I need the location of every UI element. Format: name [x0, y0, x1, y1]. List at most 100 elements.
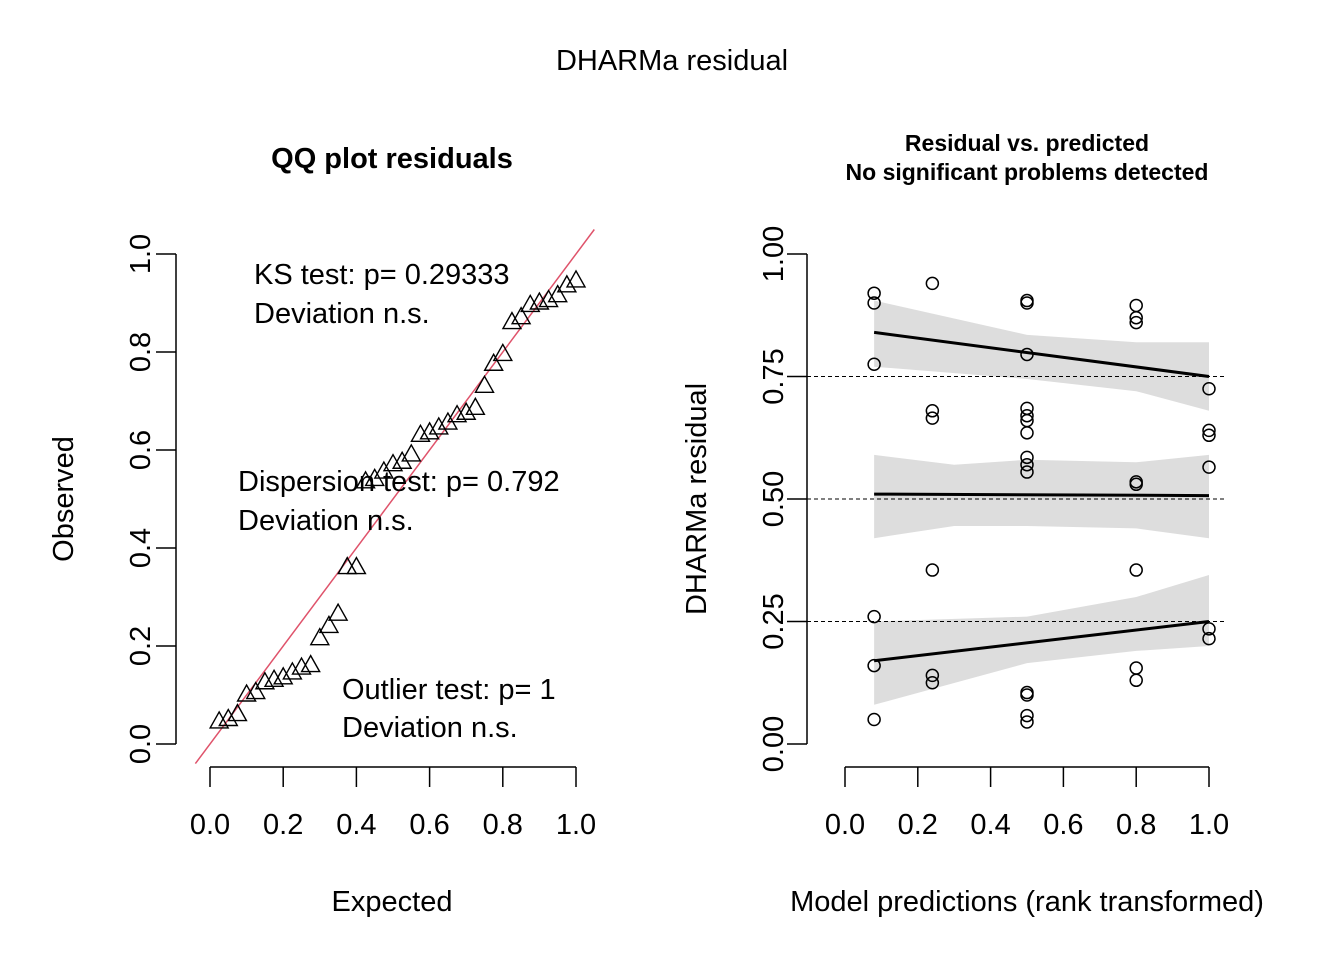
rv-point-circle: [867, 286, 881, 300]
rv-point-circle: [1020, 685, 1034, 700]
qq-outlier-test-label: Outlier test: p= 1: [342, 674, 556, 706]
qq-point-triangle: [492, 343, 513, 362]
qq-point-triangle: [483, 352, 504, 371]
qq-point-triangle: [218, 708, 239, 727]
qq-outlier-deviation-label: Deviation n.s.: [342, 712, 518, 744]
qq-x-tick-label: 0.4: [336, 809, 376, 841]
rv-x-tick-label: 0.2: [898, 809, 938, 841]
qq-point-triangle: [263, 668, 285, 687]
rv-y-tick-label: 0.00: [758, 716, 790, 772]
rv-x-tick-label: 1.0: [1189, 809, 1229, 841]
rv-point-circle: [867, 658, 881, 673]
rv-point-circle: [1020, 347, 1034, 362]
rv-quantile-fit-line: [873, 330, 1210, 378]
rv-y-tick-label: 0.75: [758, 348, 790, 404]
qq-y-tick-label: 0.4: [125, 528, 157, 568]
rv-confidence-band: [874, 454, 1209, 539]
rv-point-circle: [867, 296, 881, 310]
qq-point-triangle: [401, 443, 422, 462]
rv-x-tick-label: 0.6: [1043, 809, 1083, 841]
rv-quantile-fit-line: [873, 620, 1210, 663]
qq-point-triangle: [245, 681, 266, 700]
rv-point-circle: [1020, 715, 1034, 729]
rv-point-circle: [1202, 622, 1216, 636]
qq-title: QQ plot residuals: [271, 143, 513, 175]
qq-point-triangle: [236, 683, 257, 702]
rv-title: Residual vs. predicted: [905, 130, 1149, 156]
rv-point-circle: [1020, 293, 1034, 308]
rv-subtitle: No significant problems detected: [846, 159, 1209, 185]
rv-point-circle: [1020, 450, 1034, 465]
qq-x-tick-label: 0.6: [409, 809, 449, 841]
rv-y-tick-label: 0.25: [758, 593, 790, 649]
qq-point-triangle: [318, 614, 340, 634]
rv-point-circle: [867, 712, 881, 727]
rv-point-circle: [1129, 315, 1143, 330]
qq-point-triangle: [300, 654, 321, 673]
qq-ks-test-label: KS test: p= 0.29333: [254, 259, 510, 291]
rv-ylabel: DHARMa residual: [681, 383, 713, 615]
qq-point-triangle: [456, 401, 477, 420]
rv-point-circle: [1202, 428, 1216, 443]
rv-point-circle: [1202, 423, 1216, 438]
residual-vs-predicted-panel: Residual vs. predicted No significant pr…: [681, 130, 1264, 918]
rv-x-tick-label: 0.8: [1116, 809, 1156, 841]
qq-point-triangle: [565, 269, 587, 288]
qq-point-triangle: [428, 416, 449, 435]
qq-point-triangle: [254, 671, 276, 690]
rv-point-circle: [925, 404, 940, 418]
rv-point-circle: [1202, 460, 1216, 474]
rv-point-circle: [1129, 563, 1143, 577]
qq-point-triangle: [309, 627, 330, 646]
rv-y-tick-label: 1.00: [758, 226, 790, 282]
qq-point-triangle: [327, 602, 349, 621]
rv-x-tick-label: 0.0: [825, 809, 865, 841]
qq-point-triangle: [474, 374, 495, 393]
qq-ks-deviation-label: Deviation n.s.: [254, 298, 430, 330]
rv-quantile-fit-line: [874, 492, 1210, 498]
rv-point-circle: [1020, 426, 1034, 440]
figure-title: DHARMa residual: [556, 45, 788, 77]
qq-xlabel: Expected: [332, 886, 453, 918]
qq-y-tick-label: 1.0: [125, 234, 157, 274]
qq-point-triangle: [520, 294, 541, 313]
qq-point-triangle: [556, 274, 578, 293]
qq-point-triangle: [501, 311, 523, 330]
rv-x-tick-label: 0.4: [970, 809, 1010, 841]
rv-point-circle: [1020, 465, 1034, 479]
rv-point-circle: [1202, 382, 1216, 396]
qq-point-triangle: [208, 710, 230, 729]
qq-point-triangle: [547, 284, 568, 303]
rv-point-circle: [867, 357, 881, 371]
rv-point-circle: [1129, 673, 1143, 688]
qq-plot-panel: QQ plot residuals Expected Observed 0.0 0…: [48, 143, 596, 918]
qq-x-tick-label: 0.8: [483, 809, 523, 841]
qq-y-tick-label: 0.2: [125, 626, 157, 666]
rv-y-tick-label: 0.50: [758, 471, 790, 527]
rv-point-circle: [867, 609, 881, 624]
qq-point-triangle: [346, 556, 367, 575]
rv-point-circle: [1020, 401, 1034, 416]
rv-point-circle: [1129, 475, 1143, 489]
qq-ylabel: Observed: [48, 436, 80, 562]
qq-x-tick-label: 0.0: [190, 809, 230, 841]
rv-point-circle: [925, 563, 940, 577]
qq-dispersion-deviation-label: Deviation n.s.: [238, 505, 414, 537]
qq-y-tick-label: 0.8: [125, 332, 157, 372]
rv-point-circle: [1020, 408, 1034, 423]
rv-point-circle: [1202, 631, 1216, 646]
qq-point-triangle: [227, 703, 248, 722]
rv-point-circle: [1129, 298, 1143, 313]
qq-dispersion-test-label: Dispersion test: p= 0.792: [238, 466, 560, 498]
rv-point-circle: [925, 276, 940, 291]
qq-x-tick-label: 0.2: [263, 809, 303, 841]
qq-point-triangle: [410, 423, 431, 442]
qq-y-tick-label: 0.6: [125, 430, 157, 470]
rv-point-circle: [925, 411, 940, 425]
qq-point-triangle: [538, 289, 559, 308]
qq-x-tick-label: 1.0: [556, 809, 596, 841]
qq-point-triangle: [291, 656, 312, 675]
qq-point-triangle: [419, 421, 440, 440]
rv-point-circle: [925, 668, 940, 683]
